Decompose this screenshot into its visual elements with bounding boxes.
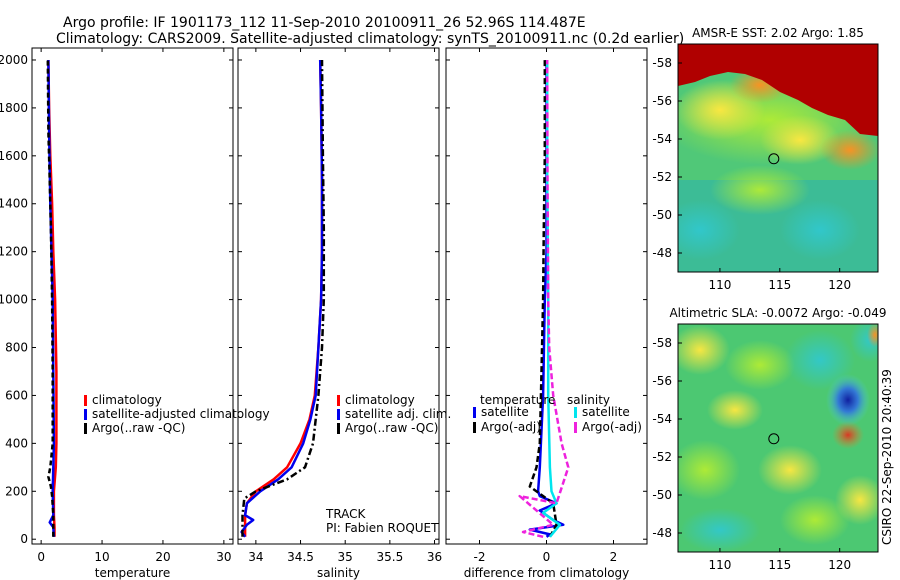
sla-map-ytick-label: -56	[652, 374, 672, 388]
temperature-xtick-label: 30	[216, 550, 231, 564]
temperature-legend-label: satellite-adjusted climatology	[92, 407, 270, 421]
salinity-axes-box	[237, 47, 440, 545]
sst-map-image	[678, 44, 878, 272]
salinity-annotation-line: TRACK	[325, 507, 367, 521]
temperature-xlabel: temperature	[95, 566, 170, 580]
sst-map-ytick-label: -56	[652, 94, 672, 108]
salinity-legend-label: Argo(..raw -QC)	[345, 421, 438, 435]
sst-map-ytick-label: -54	[652, 132, 672, 146]
temperature-legend-label: Argo(..raw -QC)	[92, 421, 185, 435]
difference-legend-label: Argo(-adj)	[582, 420, 642, 434]
difference-legend-label: satellite	[481, 405, 529, 419]
temperature-series-1	[47, 59, 56, 537]
sst-map-ytick-label: -48	[652, 246, 672, 260]
temperature-ytick-label: 0	[20, 532, 28, 546]
temperature-legend-swatch	[84, 423, 87, 434]
salinity-series-1	[240, 59, 324, 538]
temperature-ytick-label: 200	[5, 484, 28, 498]
temperature-xtick-label: 0	[37, 550, 45, 564]
difference-legend-swatch	[574, 407, 577, 418]
sla-map-xtick-label: 120	[828, 558, 851, 572]
temperature-legend-swatch	[84, 409, 87, 420]
salinity-legend-swatch	[337, 423, 340, 434]
salinity-xtick-label: 34.5	[287, 550, 314, 564]
sst-map-title: AMSR-E SST: 2.02 Argo: 1.85	[692, 26, 864, 40]
salinity-legend-swatch	[337, 395, 340, 406]
credit-text: CSIRO 22-Sep-2010 20:40:39	[880, 369, 894, 545]
sla-map-ytick-label: -48	[652, 526, 672, 540]
temperature-series-2	[46, 59, 55, 537]
difference-legend-swatch	[473, 422, 476, 433]
difference-series-3	[518, 59, 570, 539]
difference-legend-label: satellite	[582, 405, 630, 419]
sst-map-argo-marker	[768, 153, 780, 165]
difference-xtick-label: 0	[543, 550, 551, 564]
temperature-ytick-label: 1800	[0, 101, 28, 115]
sst-map-ytick-label: -52	[652, 170, 672, 184]
sla-map-title: Altimetric SLA: -0.0072 Argo: -0.049	[669, 306, 886, 320]
sla-map-ytick-label: -50	[652, 488, 672, 502]
difference-xtick-label: 2	[610, 550, 618, 564]
difference-legend-label: Argo(-adj)	[481, 420, 541, 434]
sla-map-frame	[677, 323, 879, 553]
temperature-legend-label: climatology	[92, 393, 162, 407]
temperature-ytick-label: 600	[5, 388, 28, 402]
sst-map-ytick-label: -50	[652, 208, 672, 222]
salinity-xlabel: salinity	[317, 566, 360, 580]
sla-map-argo-marker	[768, 433, 780, 445]
sla-map-ytick-label: -54	[652, 412, 672, 426]
salinity-xtick-label: 34	[248, 550, 263, 564]
difference-xlabel: difference from climatology	[464, 566, 630, 580]
salinity-series-2	[241, 59, 326, 537]
temperature-legend-swatch	[84, 395, 87, 406]
sla-map-xtick-label: 115	[768, 558, 791, 572]
figure-title-line1: Argo profile: IF 1901173_112 11-Sep-2010…	[63, 15, 586, 31]
difference-series-1	[528, 60, 558, 538]
temperature-ytick-label: 1400	[0, 197, 28, 211]
temperature-ytick-label: 800	[5, 341, 28, 355]
difference-xtick-label: -2	[474, 550, 486, 564]
difference-legend-swatch	[574, 422, 577, 433]
salinity-series-0	[243, 59, 324, 537]
salinity-legend-label: satellite adj. clim.	[345, 407, 451, 421]
temperature-xtick-label: 10	[94, 550, 109, 564]
sla-map-xtick-label: 110	[708, 558, 731, 572]
sst-map-ytick-label: -58	[652, 56, 672, 70]
temperature-ytick-label: 1200	[0, 245, 28, 259]
temperature-ytick-label: 1000	[0, 293, 28, 307]
salinity-xtick-label: 36	[427, 550, 442, 564]
temperature-axes-box	[31, 47, 234, 545]
sla-map-ytick-label: -58	[652, 336, 672, 350]
salinity-xtick-label: 35.5	[377, 550, 404, 564]
temperature-ytick-label: 2000	[0, 53, 28, 67]
sst-map-xtick-label: 110	[708, 278, 731, 292]
sst-warm-region	[678, 44, 878, 136]
difference-legend-header: salinity	[567, 393, 610, 407]
sst-map-frame	[677, 43, 879, 273]
sla-map-image	[678, 324, 878, 552]
temperature-xtick-label: 20	[155, 550, 170, 564]
sst-map-xtick-label: 115	[768, 278, 791, 292]
difference-legend-swatch	[473, 407, 476, 418]
salinity-xtick-label: 35	[338, 550, 353, 564]
salinity-annotation-line: PI: Fabien ROQUET	[326, 521, 439, 535]
sla-map-ytick-label: -52	[652, 450, 672, 464]
salinity-legend-swatch	[337, 409, 340, 420]
temperature-ytick-label: 400	[5, 436, 28, 450]
sst-map-xtick-label: 120	[828, 278, 851, 292]
salinity-legend-label: climatology	[345, 393, 415, 407]
figure-title-line2: Climatology: CARS2009. Satellite-adjuste…	[56, 31, 684, 47]
difference-legend-header: temperature	[480, 393, 555, 407]
temperature-ytick-label: 1600	[0, 149, 28, 163]
